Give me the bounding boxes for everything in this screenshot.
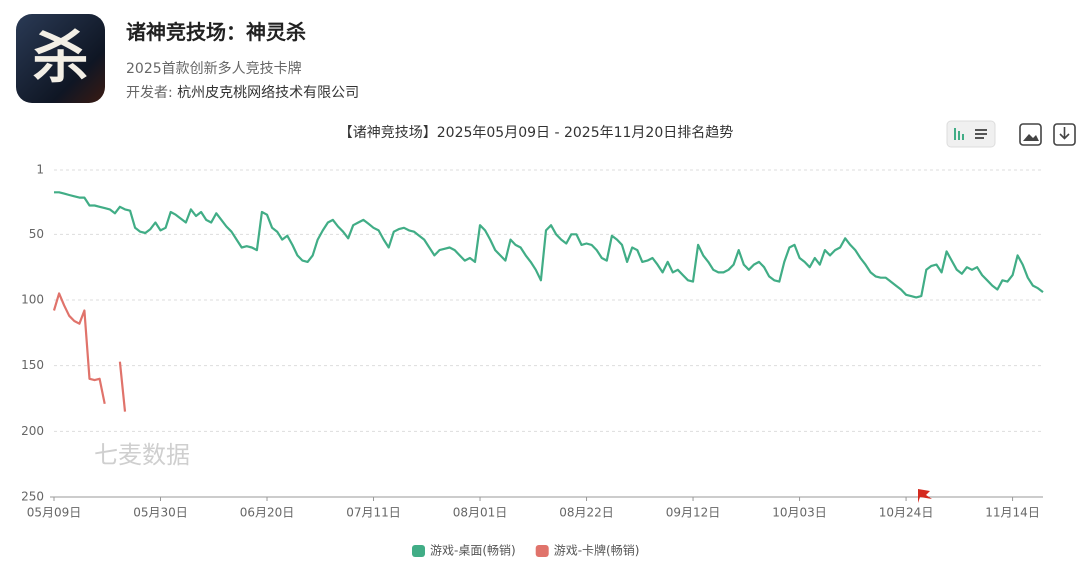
- y-tick-label: 250: [21, 490, 44, 504]
- developer-name: 杭州皮克桃网络技术有限公司: [177, 85, 360, 101]
- series-line: [52, 292, 127, 412]
- x-tick-label: 11月14日: [985, 506, 1040, 520]
- y-tick-label: 150: [21, 358, 44, 372]
- download-button[interactable]: [1053, 123, 1076, 146]
- icon-part: [975, 133, 987, 135]
- x-tick-label: 10月03日: [772, 506, 827, 520]
- legend-label: 游戏-桌面(畅销): [430, 544, 516, 558]
- y-tick-label: 1: [36, 163, 44, 177]
- toolbar[interactable]: [946, 120, 1076, 148]
- app-subtitle: 2025首款创新多人竞技卡牌: [126, 61, 302, 77]
- app-header: 杀 诸神竞技场：神灵杀 2025首款创新多人竞技卡牌 开发者: 杭州皮克桃网络技…: [0, 0, 1080, 110]
- image-button[interactable]: [1019, 123, 1042, 146]
- app-icon: 杀: [16, 14, 105, 103]
- y-tick-label: 200: [21, 424, 44, 438]
- developer: 开发者: 杭州皮克桃网络技术有限公司: [126, 82, 359, 102]
- y-tick-label: 50: [29, 227, 44, 241]
- x-tick-label: 08月22日: [559, 506, 614, 520]
- x-tick-label: 10月24日: [879, 506, 934, 520]
- x-tick-label: 05月30日: [133, 506, 188, 520]
- chart-title: 【诸神竞技场】2025年05月09日 - 2025年11月20日排名趋势: [339, 124, 733, 141]
- x-tick-label: 06月20日: [240, 506, 295, 520]
- developer-label: 开发者:: [126, 85, 173, 101]
- view-toggle[interactable]: [946, 120, 996, 148]
- icon-part: [958, 131, 960, 140]
- icon-part: [975, 137, 984, 139]
- y-tick-label: 100: [21, 293, 44, 307]
- x-tick-label: 08月01日: [453, 506, 508, 520]
- icon-part: [975, 129, 987, 131]
- x-tick-label: 09月12日: [666, 506, 721, 520]
- icon-part: [1059, 127, 1070, 140]
- x-tick-label: 05月09日: [27, 506, 82, 520]
- legend-swatch: [535, 545, 549, 557]
- icon-part: [954, 128, 956, 140]
- icon-part: [1023, 134, 1039, 141]
- event-flag: [918, 489, 932, 503]
- legend-swatch: [412, 545, 425, 557]
- watermark: 七麦数据: [94, 441, 190, 469]
- x-tick-label: 07月11日: [346, 506, 401, 520]
- series-line: [54, 191, 1044, 299]
- legend-label: 游戏-卡牌(畅销): [554, 544, 640, 558]
- icon-part: [962, 134, 964, 140]
- app-title: 诸神竞技场：神灵杀: [126, 20, 306, 44]
